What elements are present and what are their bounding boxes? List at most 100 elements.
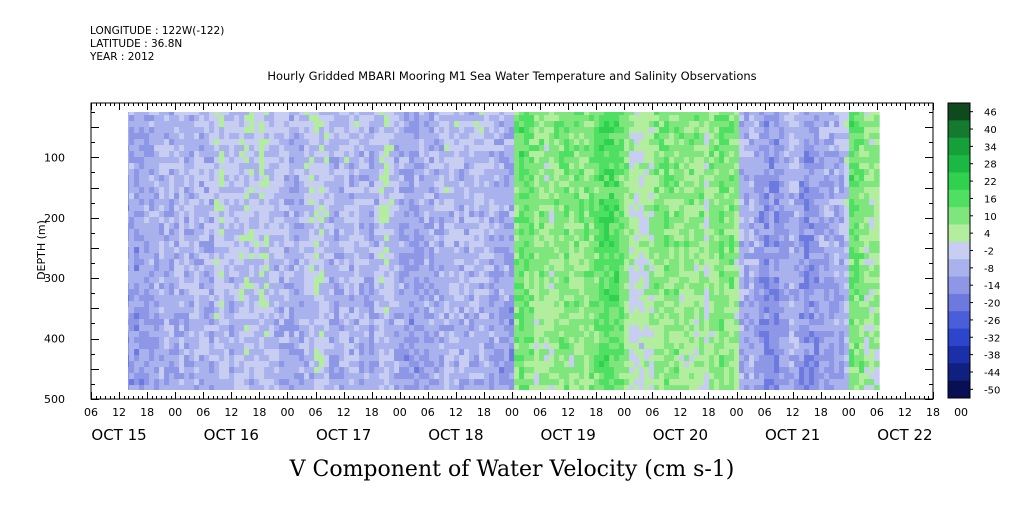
heatmap-cell [244, 313, 250, 320]
heatmap-cell [154, 295, 160, 302]
heatmap-cell [279, 112, 285, 116]
heatmap-cell [629, 379, 635, 386]
heatmap-cell [279, 295, 285, 302]
heatmap-cell [439, 283, 445, 290]
heatmap-cell [629, 283, 635, 290]
heatmap-cell [319, 325, 325, 332]
heatmap-cell [149, 235, 155, 242]
heatmap-cell [149, 313, 155, 320]
heatmap-cell [444, 163, 450, 170]
heatmap-cell [549, 319, 555, 326]
heatmap-cell [159, 145, 165, 152]
heatmap-cell [254, 385, 260, 390]
heatmap-cell [639, 181, 645, 188]
heatmap-cell [194, 283, 200, 290]
heatmap-cell [464, 295, 470, 302]
heatmap-cell [424, 235, 430, 242]
heatmap-cell [619, 343, 625, 350]
heatmap-cell [339, 151, 345, 158]
heatmap-cell [404, 217, 410, 224]
heatmap-cell [389, 175, 395, 182]
heatmap-cell [389, 211, 395, 218]
heatmap-cell [224, 199, 230, 206]
heatmap-cell [429, 259, 435, 266]
heatmap-cell [504, 343, 510, 350]
heatmap-cell [409, 295, 415, 302]
heatmap-cell [474, 253, 480, 260]
heatmap-cell [159, 193, 165, 200]
heatmap-cell [214, 199, 220, 206]
heatmap-cell [359, 169, 365, 176]
heatmap-cell [429, 112, 435, 116]
heatmap-cell [279, 283, 285, 290]
heatmap-cell [369, 175, 375, 182]
heatmap-cell [309, 241, 315, 248]
heatmap-cell [394, 253, 400, 260]
heatmap-cell [144, 211, 150, 218]
heatmap-cell [579, 379, 585, 386]
heatmap-cell [454, 205, 460, 212]
heatmap-cell [324, 211, 330, 218]
heatmap-cell [144, 253, 150, 260]
heatmap-cell [329, 163, 335, 170]
heatmap-cell [569, 319, 575, 326]
heatmap-cell [559, 307, 565, 314]
heatmap-cell [534, 115, 540, 122]
heatmap-cell [414, 217, 420, 224]
heatmap-cell [319, 253, 325, 260]
heatmap-cell [204, 127, 210, 134]
heatmap-cell [399, 355, 405, 362]
heatmap-cell [209, 277, 215, 284]
heatmap-cell [189, 355, 195, 362]
heatmap-cell [269, 259, 275, 266]
heatmap-cell [224, 187, 230, 194]
heatmap-cell [139, 373, 145, 380]
heatmap-cell [589, 265, 595, 272]
heatmap-cell [484, 112, 490, 116]
heatmap-cell [154, 157, 160, 164]
heatmap-cell [504, 223, 510, 230]
heatmap-cell [544, 235, 550, 242]
heatmap-cell [644, 223, 650, 230]
heatmap-cell [289, 163, 295, 170]
heatmap-cell [229, 229, 235, 236]
heatmap-cell [514, 151, 520, 158]
heatmap-cell [454, 385, 460, 390]
heatmap-cell [219, 199, 225, 206]
heatmap-cell [229, 331, 235, 338]
heatmap-cell [509, 217, 515, 224]
heatmap-cell [244, 271, 250, 278]
heatmap-cell [504, 283, 510, 290]
heatmap-cell [184, 121, 190, 128]
heatmap-cell [634, 235, 640, 242]
heatmap-cell [554, 127, 560, 134]
heatmap-cell [199, 331, 205, 338]
heatmap-cell [389, 295, 395, 302]
heatmap-cell [449, 112, 455, 116]
heatmap-cell [129, 253, 135, 260]
heatmap-cell [299, 367, 305, 374]
heatmap-cell [294, 361, 300, 368]
heatmap-cell [399, 163, 405, 170]
heatmap-cell [619, 127, 625, 134]
heatmap-cell [369, 115, 375, 122]
heatmap-cell [289, 361, 295, 368]
heatmap-cell [374, 175, 380, 182]
heatmap-cell [584, 361, 590, 368]
heatmap-cell [559, 151, 565, 158]
heatmap-cell [314, 355, 320, 362]
heatmap-cell [369, 331, 375, 338]
heatmap-cell [294, 217, 300, 224]
heatmap-cell [574, 187, 580, 194]
heatmap-cell [554, 265, 560, 272]
heatmap-cell [199, 133, 205, 140]
heatmap-cell [449, 247, 455, 254]
heatmap-cell [204, 133, 210, 140]
heatmap-cell [434, 379, 440, 386]
heatmap-cell [539, 247, 545, 254]
heatmap-cell [414, 337, 420, 344]
heatmap-cell [244, 151, 250, 158]
heatmap-cell [149, 283, 155, 290]
heatmap-cell [259, 379, 265, 386]
heatmap-cell [329, 331, 335, 338]
